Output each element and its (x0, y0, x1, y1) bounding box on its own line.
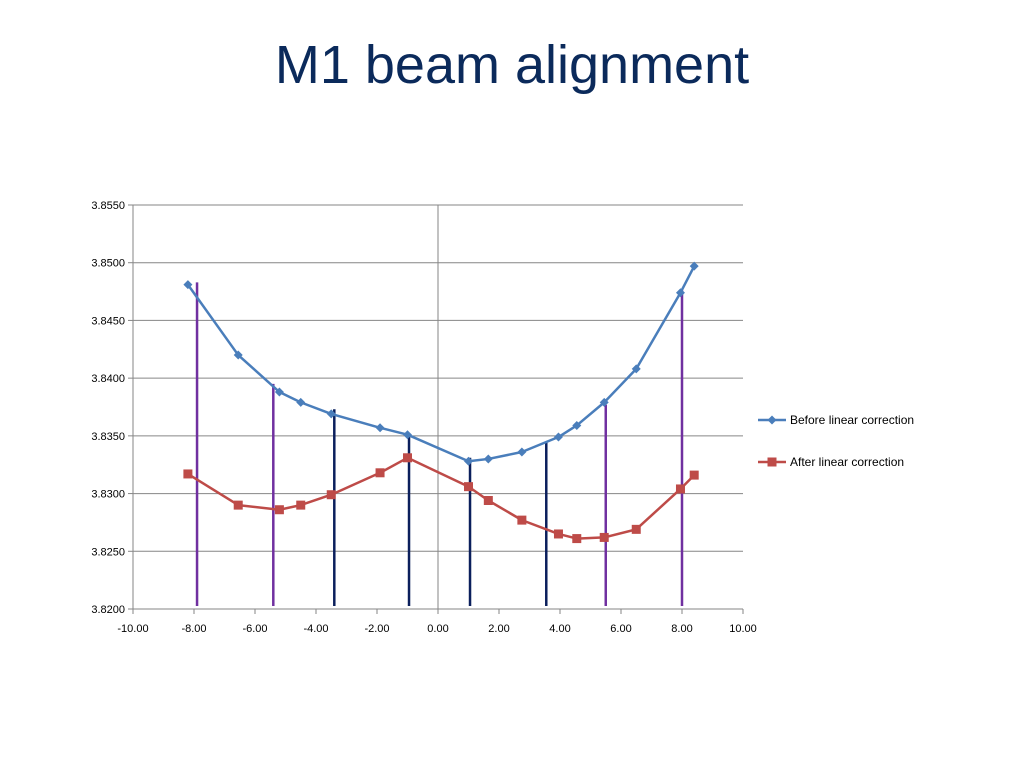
legend-label-1: Before linear correction (790, 413, 914, 427)
data-point-before-15 (675, 288, 685, 298)
data-point-after-1 (183, 469, 193, 479)
legend-marker-2 (767, 457, 777, 467)
data-point-after-4 (296, 500, 306, 510)
data-point-after-2 (233, 500, 243, 510)
axes: 3.8200 3.8250 3.8300 3.8350 3.8400 3.8450 3.85… (91, 200, 756, 635)
data-point-after-5 (326, 490, 336, 500)
data-point-after-11 (553, 529, 563, 539)
data-point-before-12 (572, 420, 582, 430)
data-point-before-6 (375, 423, 385, 433)
y-tick-label: 3.8500 (91, 258, 125, 270)
legend-marker-1 (767, 415, 777, 425)
data-point-before-7 (403, 430, 412, 440)
data-point-before-5 (326, 409, 336, 419)
x-tick-label: -10.00 (117, 623, 148, 635)
data-point-after-3 (274, 505, 284, 515)
data-point-before-3 (274, 387, 284, 397)
x-tick-label: 2.00 (488, 623, 509, 635)
series (183, 261, 699, 544)
data-point-before-9 (483, 454, 493, 464)
y-tick-label: 3.8350 (91, 431, 125, 443)
data-point-after-10 (517, 515, 527, 525)
x-tick-label: 10.00 (729, 623, 757, 635)
x-tick-label: 0.00 (427, 623, 448, 635)
data-point-after-15 (675, 484, 685, 494)
y-tick-label: 3.8550 (91, 200, 125, 212)
x-tick-label: 8.00 (671, 623, 692, 635)
x-tick-label: 6.00 (610, 623, 631, 635)
series-line-1 (186, 265, 696, 463)
vertical-markers (195, 282, 684, 606)
data-point-before-4 (296, 397, 306, 407)
data-point-after-13 (599, 532, 609, 542)
data-point-before-8 (464, 456, 473, 466)
x-tick-label: 4.00 (549, 623, 570, 635)
data-point-before-16 (689, 261, 699, 271)
data-point-after-6 (375, 468, 385, 478)
x-tick-label: -6.00 (242, 623, 267, 635)
data-point-after-14 (631, 524, 641, 534)
data-point-before-11 (553, 432, 563, 442)
data-point-before-14 (631, 364, 641, 374)
y-tick-label: 3.8250 (91, 546, 125, 558)
data-point-before-2 (233, 350, 243, 360)
series-line-2 (187, 456, 696, 540)
data-point-before-10 (517, 447, 527, 457)
y-tick-label: 3.8400 (91, 373, 125, 385)
data-point-after-16 (689, 470, 699, 480)
data-point-after-8 (464, 482, 473, 492)
y-tick-label: 3.8300 (91, 489, 125, 501)
legend: Before linear correction After linear cor… (758, 413, 914, 469)
y-tick-label: 3.8200 (91, 604, 125, 616)
data-point-after-9 (483, 495, 493, 505)
legend-label-2: After linear correction (790, 455, 904, 469)
data-point-after-12 (572, 534, 582, 544)
x-tick-label: -8.00 (181, 623, 206, 635)
x-tick-label: -2.00 (364, 623, 389, 635)
data-point-after-7 (403, 453, 412, 463)
x-tick-label: -4.00 (303, 623, 328, 635)
data-point-before-1 (183, 280, 193, 290)
data-point-before-13 (599, 397, 609, 407)
y-tick-label: 3.8450 (91, 315, 125, 327)
slide-title: M1 beam alignment (274, 35, 750, 95)
